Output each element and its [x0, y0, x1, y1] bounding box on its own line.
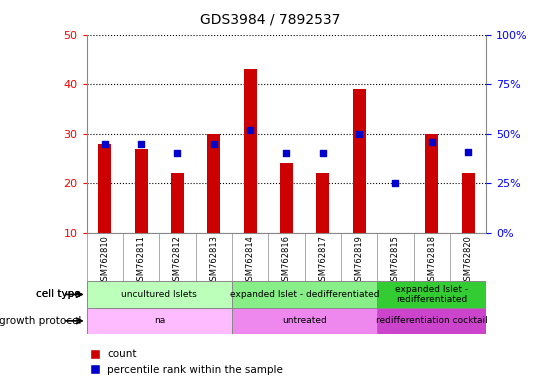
Point [209, 141, 218, 147]
Text: GSM762813: GSM762813 [209, 235, 219, 286]
Point [173, 151, 182, 157]
Bar [87, 308, 232, 334]
Bar [98, 144, 111, 233]
Point [136, 141, 145, 147]
Bar [316, 173, 329, 233]
Text: untreated: untreated [282, 316, 327, 325]
Text: GDS3984 / 7892537: GDS3984 / 7892537 [200, 13, 340, 27]
Point [282, 151, 291, 157]
Bar [207, 134, 220, 233]
Point [355, 131, 364, 137]
Text: expanded Islet -
redifferentiated: expanded Islet - redifferentiated [395, 285, 468, 304]
Point [246, 127, 255, 133]
Bar [171, 173, 184, 233]
Text: GSM762814: GSM762814 [245, 235, 255, 286]
Text: GSM762810: GSM762810 [100, 235, 110, 286]
Text: cell type: cell type [36, 290, 81, 300]
Bar [425, 134, 438, 233]
Text: cell type: cell type [36, 290, 81, 300]
Text: GSM762812: GSM762812 [173, 235, 182, 286]
Bar [280, 164, 293, 233]
Point [391, 180, 400, 186]
Point [319, 151, 328, 157]
Bar [87, 281, 232, 308]
Text: GSM762819: GSM762819 [354, 235, 364, 286]
Text: GSM762816: GSM762816 [282, 235, 291, 286]
Bar [353, 89, 366, 233]
Bar [232, 281, 377, 308]
Text: GSM762811: GSM762811 [136, 235, 146, 286]
Point [101, 141, 110, 147]
Text: na: na [154, 316, 165, 325]
Bar [232, 308, 377, 334]
Text: uncultured Islets: uncultured Islets [121, 290, 197, 299]
Bar [135, 149, 148, 233]
Point [464, 149, 473, 155]
Text: redifferentiation cocktail: redifferentiation cocktail [376, 316, 487, 325]
Bar [377, 308, 486, 334]
Bar [244, 69, 257, 233]
Text: growth protocol: growth protocol [0, 316, 81, 326]
Text: GSM762817: GSM762817 [318, 235, 328, 286]
Text: expanded Islet - dedifferentiated: expanded Islet - dedifferentiated [230, 290, 380, 299]
Text: GSM762815: GSM762815 [391, 235, 400, 286]
Point [427, 139, 436, 145]
Bar [377, 281, 486, 308]
Text: GSM762818: GSM762818 [427, 235, 437, 286]
Bar [462, 173, 475, 233]
Legend: count, percentile rank within the sample: count, percentile rank within the sample [86, 345, 287, 379]
Text: GSM762820: GSM762820 [463, 235, 473, 286]
